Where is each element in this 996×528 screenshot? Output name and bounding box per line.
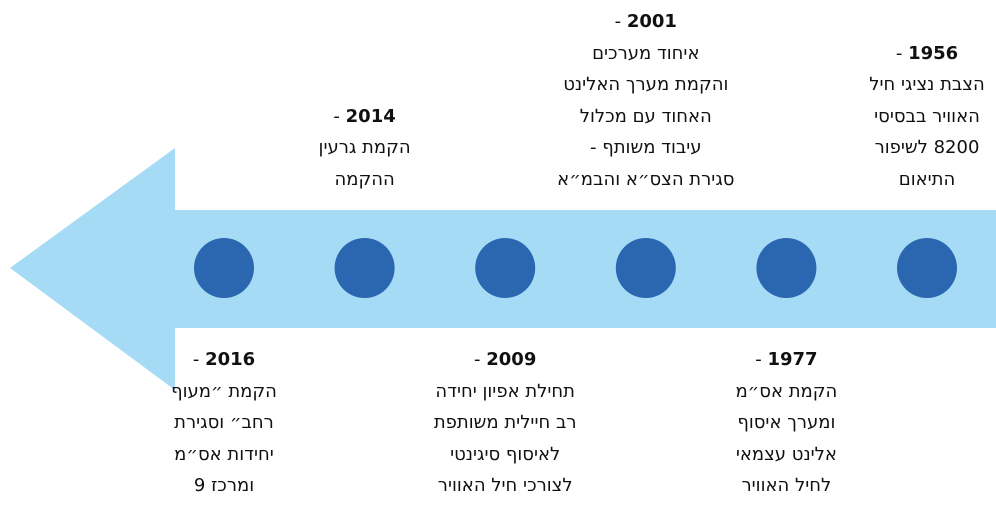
event-year: 2009	[486, 349, 537, 370]
event-text: יחידות אס״מ	[174, 443, 274, 465]
event-year: 2001	[626, 11, 677, 32]
event-text: לאיסוף סיגינטי	[450, 443, 561, 465]
event-text: סגירת הצס״א והבמ״א	[557, 168, 735, 190]
event-text: 8200 לשיפור	[874, 137, 980, 158]
event-text: רחב״ וסגירת	[174, 412, 274, 433]
event-text: ההקמה	[334, 168, 395, 190]
event-year: 1956	[908, 42, 959, 64]
event-text: ומרכז 9	[193, 475, 255, 496]
event-text: עיבוד משותף -	[589, 137, 702, 158]
timeline-node	[615, 238, 676, 298]
event-year: 2016	[205, 349, 256, 370]
timeline-node	[475, 238, 536, 298]
timeline-node	[334, 238, 395, 298]
event-text: והקמת מערך האלינט	[563, 74, 729, 95]
event-separator: -	[474, 349, 481, 370]
event-year: 2014	[345, 105, 396, 127]
event-text: הצבת נציגי חיל	[869, 74, 985, 95]
event-text: האוויר בבסיסי	[874, 105, 980, 127]
event-text: לצורכי חיל האוויר	[437, 475, 573, 496]
event-text: אלינט עצמאי	[735, 443, 837, 465]
event-text: האחוד עם מכלול	[579, 105, 712, 127]
timeline-event: 1977 - הקמת אס״מ ומערך איסוף אלינט עצמאי לחי…	[666, 344, 906, 502]
event-text: הקמת ״מעוף	[171, 380, 277, 402]
event-year-line: 2001 -	[526, 6, 766, 38]
timeline-event: 1956 - הצבת נציגי חיל האוויר בבסיסי 8200 לש…	[807, 38, 996, 196]
event-separator: -	[895, 42, 903, 64]
event-text: הקמת אס״מ	[735, 380, 838, 402]
event-separator: -	[333, 105, 340, 127]
timeline-event: 2009 - תחילת אפיון יחידה רב חיילית משותפת ל…	[385, 344, 625, 502]
event-year-line: 2014 -	[245, 101, 485, 133]
event-year-line: 2016 -	[104, 344, 344, 376]
event-text: רב חיילית משותפת	[433, 412, 577, 433]
event-separator: -	[614, 11, 622, 32]
timeline-event: 2001 - איחוד מערכים והקמת מערך האלינט האחוד…	[526, 6, 766, 195]
event-text: ומערך איסוף	[737, 412, 836, 433]
event-text: הקמת גרעין	[318, 137, 411, 158]
event-text: איחוד מערכים	[592, 42, 700, 64]
event-year: 1977	[767, 349, 818, 370]
event-year-line: 1956 -	[807, 38, 996, 70]
event-text: התיאום	[898, 168, 956, 190]
timeline-node	[897, 238, 957, 298]
event-year-line: 2009 -	[385, 344, 625, 376]
timeline-event: 2016 - הקמת ״מעוף רחב״ וסגירת יחידות אס״מ ומ…	[104, 344, 344, 502]
timeline-event: 2014 - הקמת גרעין ההקמה	[245, 101, 485, 196]
event-separator: -	[755, 349, 762, 370]
event-text: לחיל האוויר	[741, 475, 832, 496]
event-year-line: 1977 -	[666, 344, 906, 376]
event-text: תחילת אפיון יחידה	[435, 380, 575, 402]
timeline-node	[194, 238, 254, 298]
timeline-node	[756, 238, 817, 298]
event-separator: -	[192, 349, 200, 370]
